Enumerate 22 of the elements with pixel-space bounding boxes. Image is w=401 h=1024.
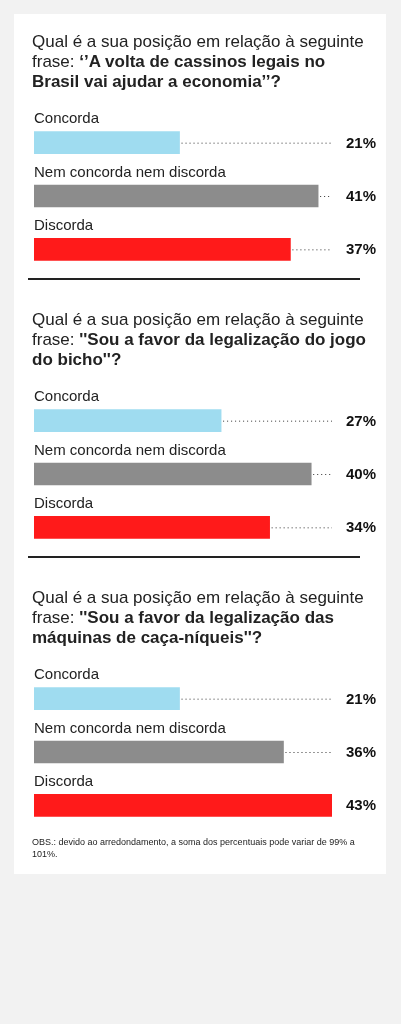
y-tick-label: Discorda: [34, 493, 94, 511]
y-tick-label: Concorda: [34, 387, 100, 405]
y-tick-label: Discorda: [34, 771, 94, 789]
y-tick-label: Nem concorda nem discorda: [34, 718, 227, 736]
text: OBS.: devido ao arredondamento, a soma dos percentuais pode variar de 99% a 101%.: [31, 836, 356, 860]
chart-title: Qual é a sua posição em relação à seguinte frase: ‘’A volta de cassinos legais no Brasil vai ajudar a economia’’?: [31, 31, 365, 92]
chart-title: Qual é a sua posição em relação à seguinte frase: ''Sou a favor da legalização do jogo do bicho''?: [31, 309, 367, 370]
chart-title: Qual é a sua posição em relação à seguinte frase: ''Sou a favor da legalização das máquinas de caça-níqueis''?: [31, 587, 365, 648]
data-label: 36%: [345, 743, 376, 761]
data-label: 43%: [345, 796, 376, 814]
y-tick-label: Concorda: [34, 109, 100, 127]
data-label: 21%: [345, 689, 376, 707]
data-label: 27%: [345, 411, 376, 429]
y-tick-label: Nem concorda nem discorda: [34, 440, 227, 458]
data-label: 34%: [345, 518, 376, 536]
y-tick-label: Nem concorda nem discorda: [34, 162, 227, 180]
y-tick-label: Discorda: [34, 215, 94, 233]
y-tick-label: Concorda: [34, 665, 100, 683]
data-label: 41%: [345, 187, 376, 205]
data-label: 37%: [345, 240, 376, 258]
data-label: 21%: [345, 133, 376, 151]
data-label: 40%: [345, 465, 376, 483]
